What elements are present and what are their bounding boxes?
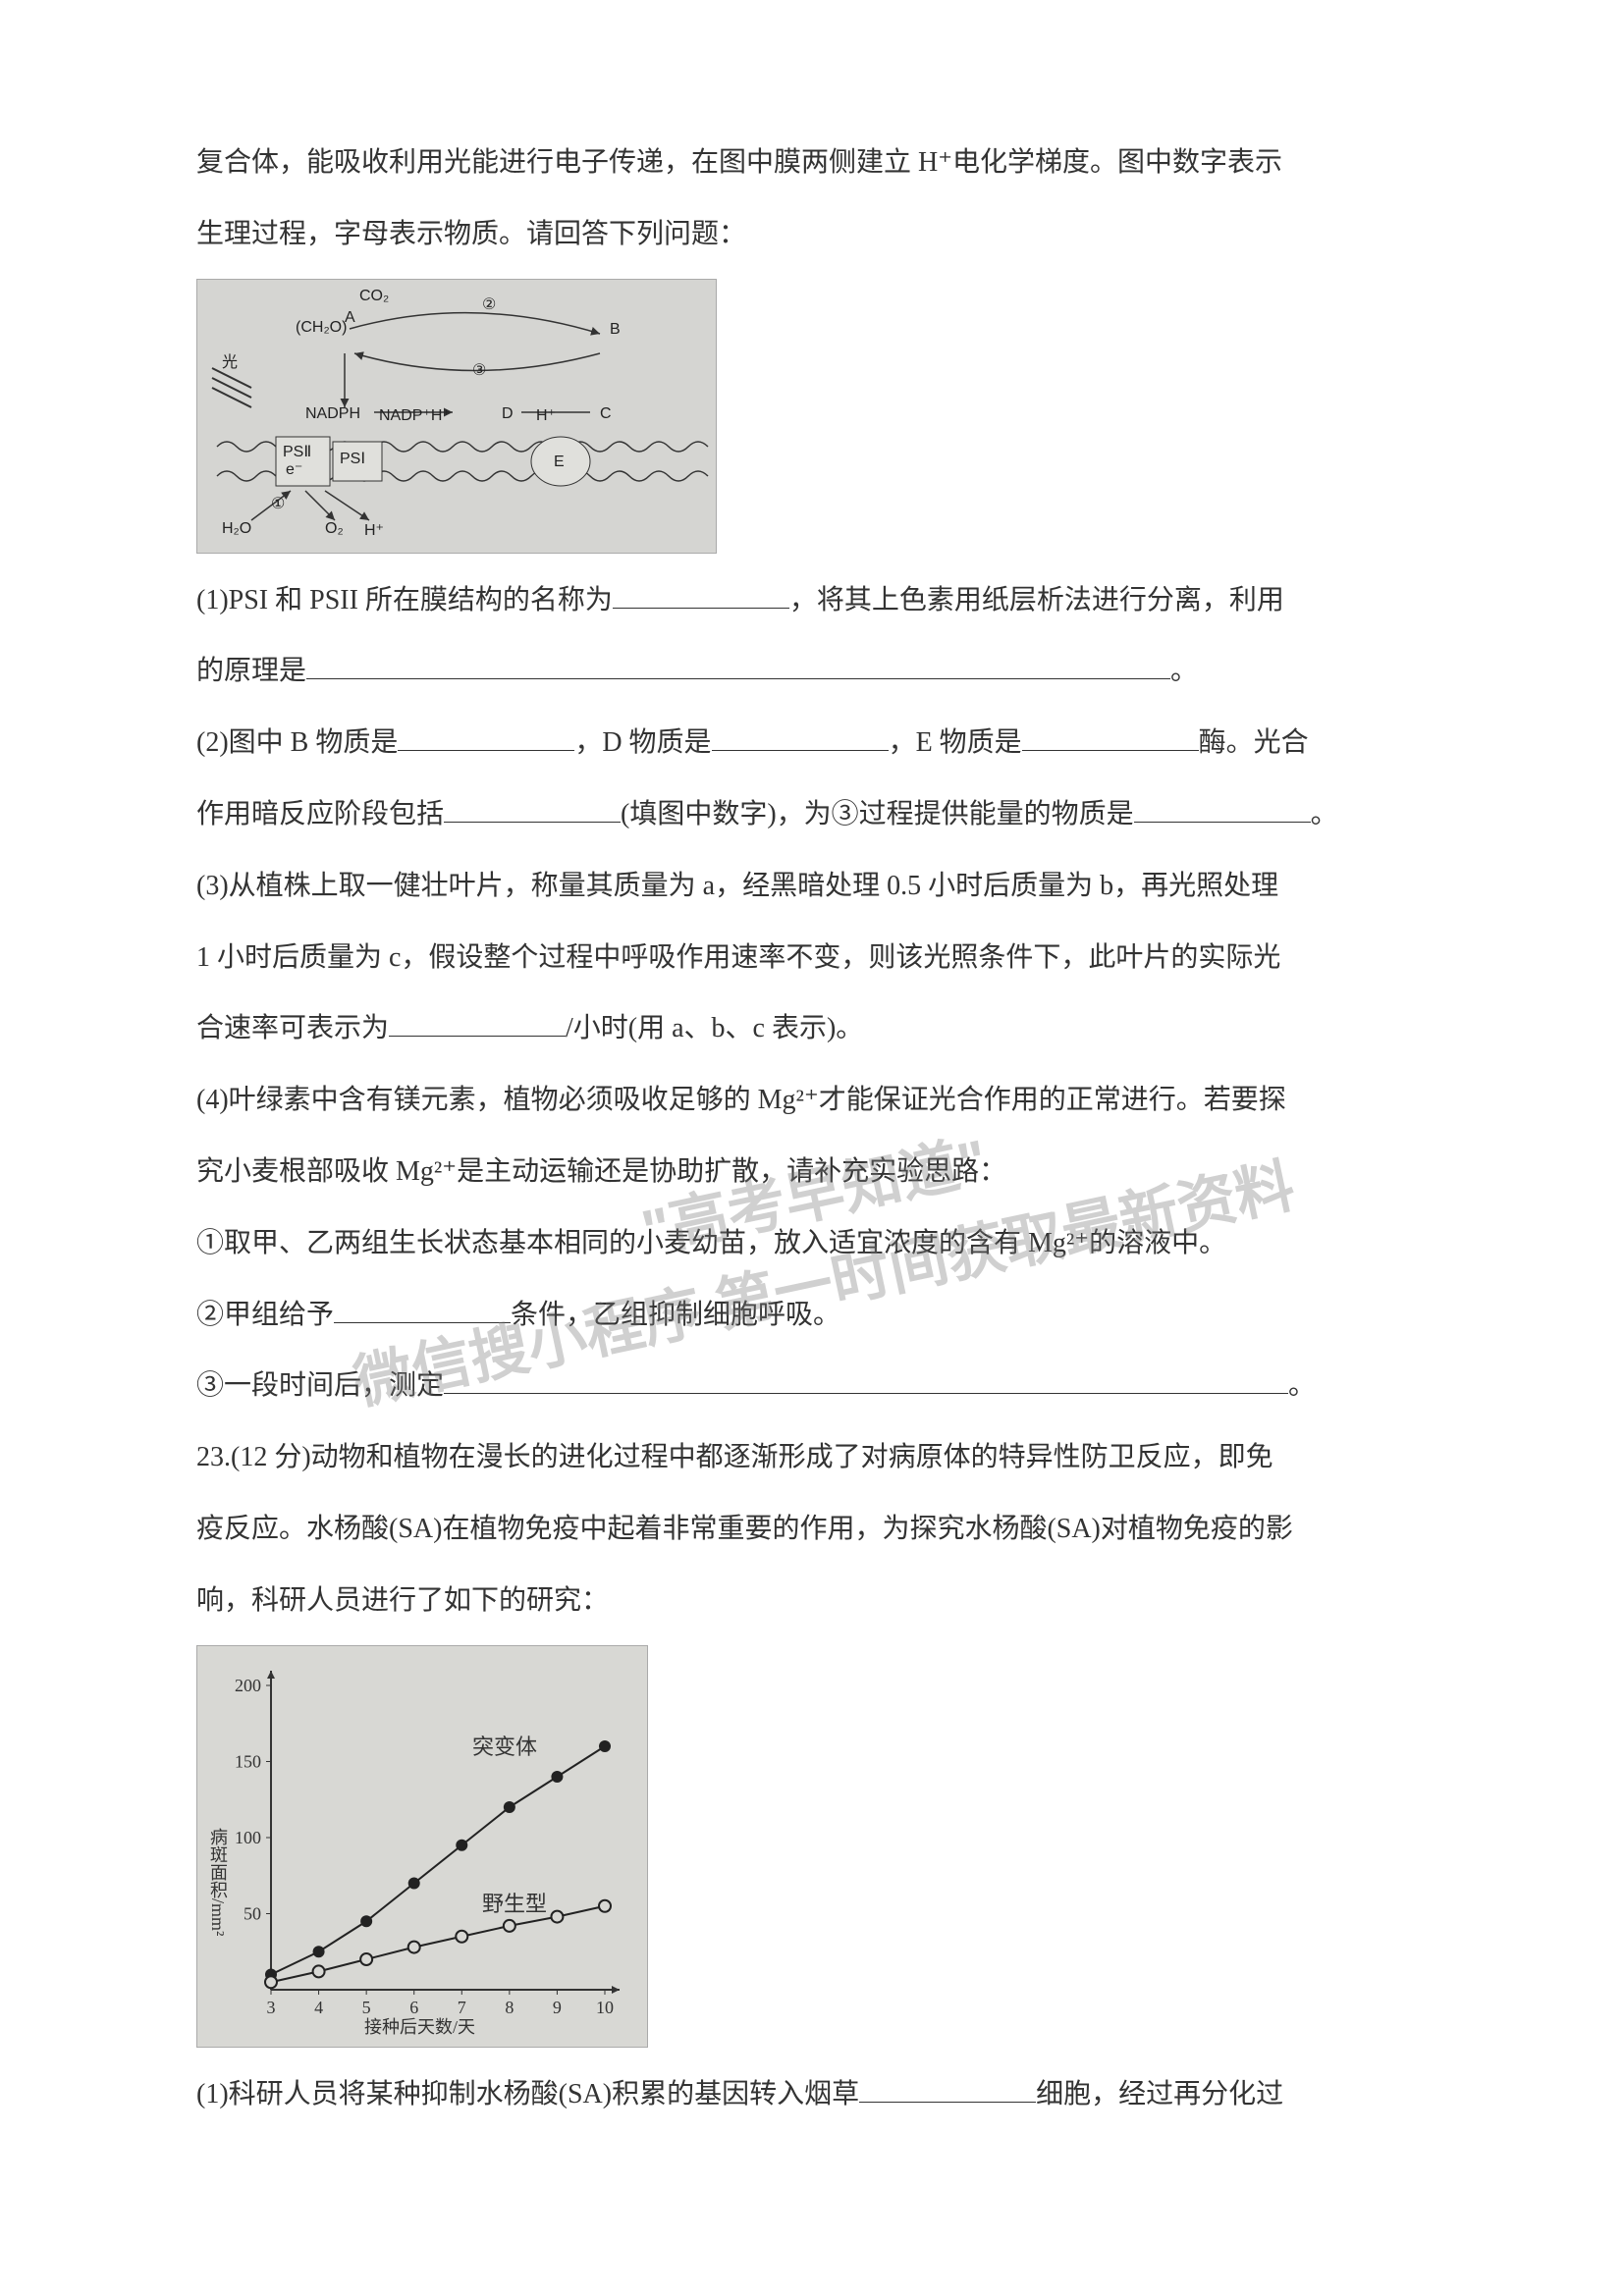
label-n3: ③ — [472, 360, 486, 380]
q2-b4 — [444, 795, 621, 823]
q2-b2 — [712, 723, 889, 751]
svg-text:50: 50 — [244, 1903, 261, 1923]
q4-line2: 究小麦根部吸收 Mg²⁺是主动运输还是协助扩散，请补充实验思路： — [196, 1137, 1428, 1208]
label-o2: O₂ — [325, 520, 344, 538]
q4-line1: (4)叶绿素中含有镁元素，植物必须吸收足够的 Mg²⁺才能保证光合作用的正常进行… — [196, 1065, 1428, 1137]
q4-step1: ①取甲、乙两组生长状态基本相同的小麦幼苗，放入适宜浓度的含有 Mg²⁺的溶液中。 — [196, 1208, 1428, 1280]
q4-s2-prefix: ②甲组给予 — [196, 1300, 334, 1330]
lesion-area-chart: 50100150200345678910 病斑面积/mm² 接种后天数/天 突变… — [196, 1645, 648, 2048]
label-h2o: H₂O — [222, 520, 251, 538]
label-n1: ① — [271, 494, 285, 513]
q3-b1 — [389, 1009, 566, 1037]
q2-line2: 作用暗反应阶段包括 (填图中数字)，为③过程提供能量的物质是 。 — [196, 779, 1428, 851]
q1-line1: (1)PSI 和 PSII 所在膜结构的名称为 ，将其上色素用纸层析法进行分离，利… — [196, 565, 1428, 637]
q2-prefix: (2)图中 B 物质是 — [196, 727, 398, 758]
q1-line2: 的原理是 。 — [196, 636, 1428, 708]
q3-l3-suffix: /小时(用 a、b、c 表示)。 — [566, 1013, 863, 1043]
label-E: E — [554, 454, 565, 471]
label-C: C — [600, 405, 612, 423]
label-B: B — [610, 321, 621, 339]
q23-1: (1)科研人员将某种抑制水杨酸(SA)积累的基因转入烟草 细胞，经过再分化过 — [196, 2059, 1428, 2131]
q2-b5 — [1134, 795, 1311, 823]
q4-s3-prefix: ③一段时间后，测定 — [196, 1370, 444, 1401]
intro-line-1: 复合体，能吸收利用光能进行电子传递，在图中膜两侧建立 H⁺电化学梯度。图中数字表… — [196, 128, 1428, 199]
q1-end: 。 — [1170, 656, 1198, 686]
label-nadp: NADP⁺H⁺ — [379, 405, 451, 425]
q2-mid3: 酶。光合 — [1199, 727, 1309, 758]
label-n2: ② — [482, 294, 496, 314]
q1-blank2 — [306, 652, 1170, 679]
label-ch2o: (CH₂O) — [296, 319, 347, 337]
q23-1-suffix: 细胞，经过再分化过 — [1036, 2079, 1283, 2109]
q23-line1: 23.(12 分)动物和植物在漫长的进化过程中都逐渐形成了对病原体的特异性防卫反… — [196, 1422, 1428, 1494]
label-D: D — [502, 405, 514, 423]
q2-b3 — [1022, 723, 1199, 751]
chart-series2-label: 野生型 — [482, 1887, 547, 1918]
chart-series1-label: 突变体 — [472, 1730, 537, 1761]
q23-line3: 响，科研人员进行了如下的研究： — [196, 1566, 1428, 1637]
label-A: A — [345, 309, 355, 327]
label-hplus2: H⁺ — [364, 520, 384, 540]
page-content: 复合体，能吸收利用光能进行电子传递，在图中膜两侧建立 H⁺电化学梯度。图中数字表… — [0, 0, 1624, 2209]
label-e: e⁻ — [286, 459, 302, 479]
svg-text:150: 150 — [235, 1751, 261, 1771]
q4-b1 — [334, 1296, 511, 1323]
svg-text:8: 8 — [505, 1998, 514, 2017]
q3-l3-prefix: 合速率可表示为 — [196, 1013, 389, 1043]
label-ps1: PSⅠ — [340, 449, 365, 468]
q2-mid1: ，D 物质是 — [574, 727, 711, 758]
intro-line-2: 生理过程，字母表示物质。请回答下列问题： — [196, 199, 1428, 271]
svg-text:4: 4 — [314, 1998, 323, 2017]
diagram1-svg — [197, 280, 718, 555]
q1-mid: ，将其上色素用纸层析法进行分离，利用 — [789, 585, 1284, 615]
q3-line3: 合速率可表示为/小时(用 a、b、c 表示)。 — [196, 993, 1428, 1065]
q4-step3: ③一段时间后，测定 。 — [196, 1351, 1428, 1422]
q2-l2-prefix: 作用暗反应阶段包括 — [196, 799, 444, 829]
label-hplus: H⁺ — [536, 405, 556, 425]
label-nadph: NADPH — [305, 405, 360, 423]
q2-end: 。 — [1311, 799, 1338, 829]
label-light: 光 — [222, 348, 238, 372]
chart-svg: 50100150200345678910 — [197, 1646, 649, 2049]
label-co2: CO₂ — [359, 288, 389, 305]
q1-l2-prefix: 的原理是 — [196, 656, 306, 686]
q4-b2 — [444, 1366, 1288, 1394]
svg-text:200: 200 — [235, 1676, 261, 1695]
q4-s3-end: 。 — [1288, 1370, 1316, 1401]
q2-l2-mid: (填图中数字)，为③过程提供能量的物质是 — [621, 799, 1134, 829]
svg-text:10: 10 — [596, 1998, 614, 2017]
q3-line1: (3)从植株上取一健壮叶片，称量其质量为 a，经黑暗处理 0.5 小时后质量为 … — [196, 851, 1428, 923]
chart-ylabel: 病斑面积/mm² — [205, 1828, 231, 1936]
q4-s2-suffix: 条件，乙组抑制细胞呼吸。 — [511, 1300, 840, 1330]
q23-1-prefix: (1)科研人员将某种抑制水杨酸(SA)积累的基因转入烟草 — [196, 2079, 859, 2109]
q23-line2: 疫反应。水杨酸(SA)在植物免疫中起着非常重要的作用，为探究水杨酸(SA)对植物… — [196, 1494, 1428, 1566]
chart-xlabel: 接种后天数/天 — [364, 2013, 475, 2039]
label-ps2: PSⅡ — [283, 442, 311, 461]
q1-prefix: (1)PSI 和 PSII 所在膜结构的名称为 — [196, 585, 613, 615]
q3-line2: 1 小时后质量为 c，假设整个过程中呼吸作用速率不变，则该光照条件下，此叶片的实… — [196, 923, 1428, 994]
q2-mid2: ，E 物质是 — [889, 727, 1022, 758]
q4-step2: ②甲组给予 条件，乙组抑制细胞呼吸。 — [196, 1280, 1428, 1352]
q2-b1 — [398, 723, 574, 751]
svg-text:3: 3 — [267, 1998, 276, 2017]
svg-text:9: 9 — [553, 1998, 562, 2017]
q1-blank1 — [613, 581, 789, 609]
q23-1-blank — [859, 2075, 1036, 2103]
photosynthesis-diagram: CO₂ (CH₂O) A ② B ③ 光 NADPH NADP⁺H⁺ D H⁺ … — [196, 279, 717, 554]
q2-line1: (2)图中 B 物质是 ，D 物质是 ，E 物质是 酶。光合 — [196, 708, 1428, 779]
svg-text:100: 100 — [235, 1828, 261, 1847]
